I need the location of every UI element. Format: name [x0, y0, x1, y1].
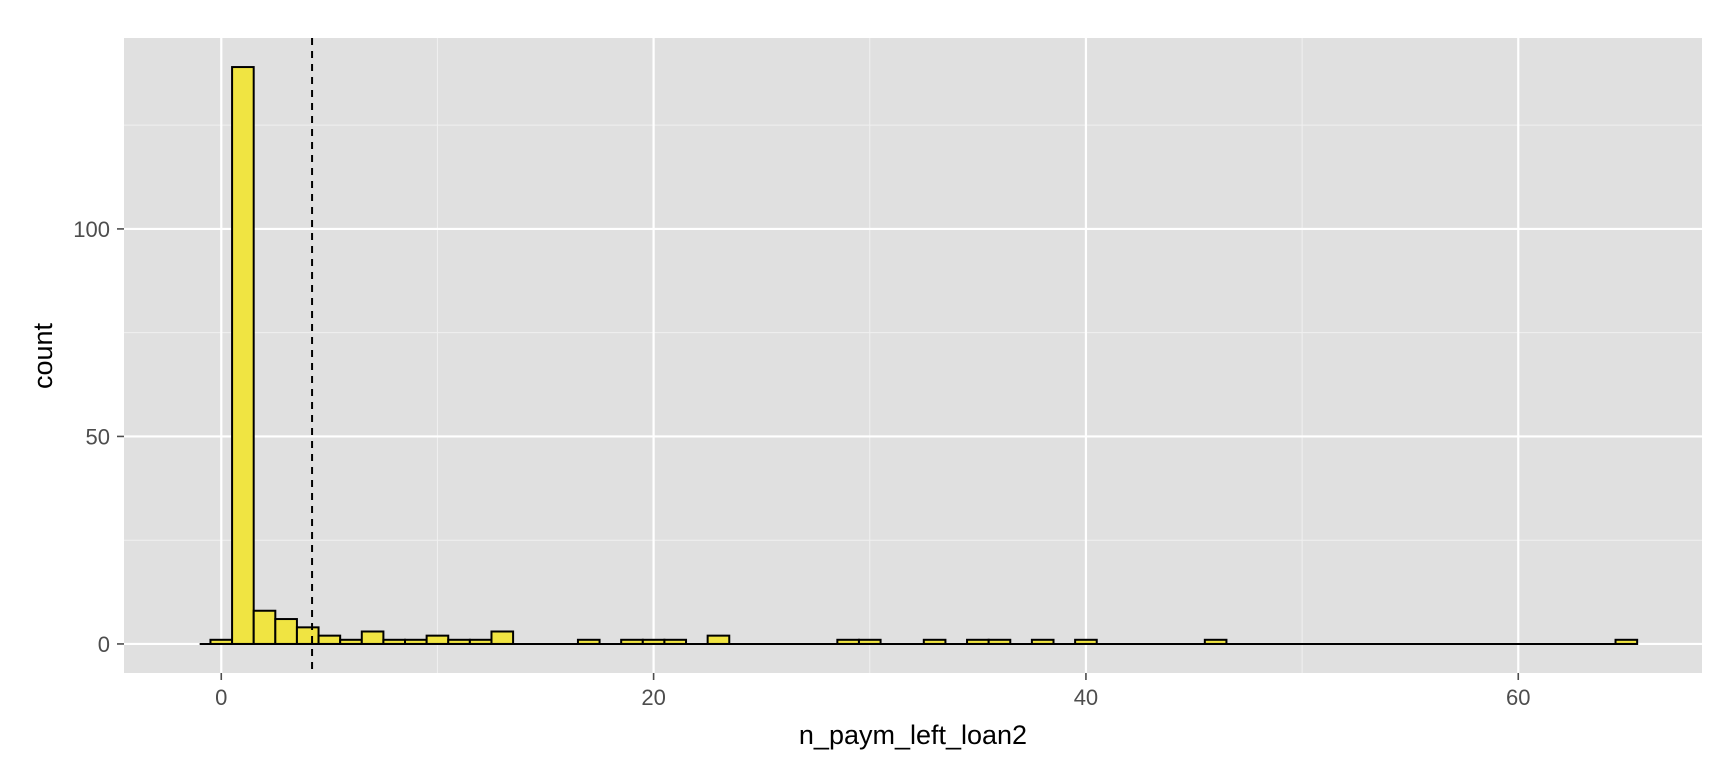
y-tick-label: 50 — [86, 424, 110, 449]
histogram-bar — [295, 626, 320, 645]
histogram-bar — [360, 630, 385, 645]
x-tick-label: 40 — [1074, 685, 1098, 710]
x-tick-label: 0 — [215, 685, 227, 710]
histogram-bar — [490, 630, 515, 645]
histogram-bar — [252, 609, 277, 645]
y-axis-title: count — [28, 322, 58, 389]
x-tick-label: 60 — [1506, 685, 1530, 710]
histogram-bar — [231, 66, 255, 645]
histogram-bar — [274, 618, 298, 645]
histogram-bar — [425, 634, 450, 645]
x-axis: 0 20 40 60 — [215, 673, 1531, 710]
plot-panel — [124, 38, 1702, 673]
histogram-bars — [199, 66, 1639, 645]
histogram-bar — [317, 634, 342, 645]
y-tick-label: 0 — [98, 632, 110, 657]
y-tick-label: 100 — [73, 217, 110, 242]
y-axis: 0 50 100 — [73, 217, 124, 657]
x-tick-label: 20 — [641, 685, 665, 710]
histogram-bar — [706, 634, 731, 645]
x-axis-title: n_paym_left_loan2 — [799, 720, 1027, 750]
